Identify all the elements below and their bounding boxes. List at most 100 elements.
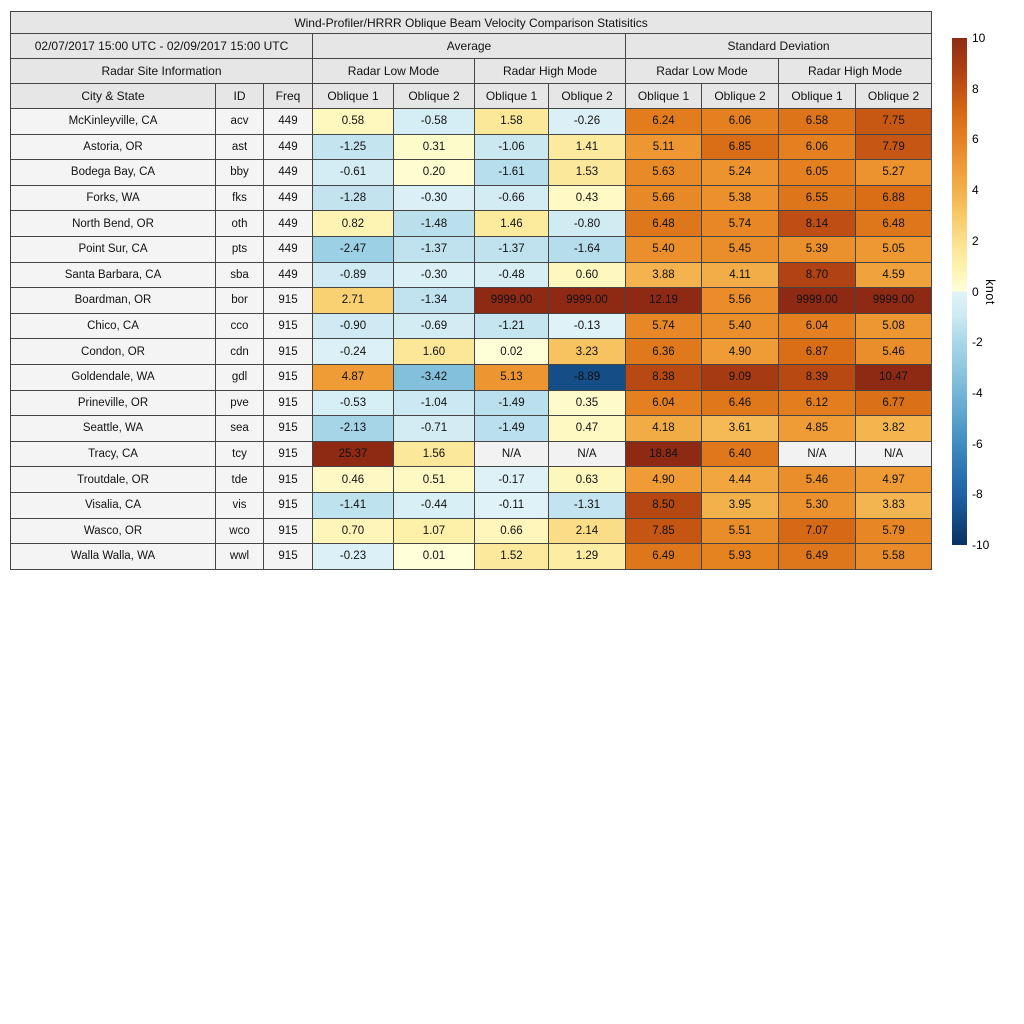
table-row: Seattle, WA sea 915 -2.13 -0.71 -1.49 0.47 4.18… <box>10 415 933 442</box>
value-cell: N/A <box>474 440 549 468</box>
value-cell: 1.46 <box>474 210 549 237</box>
value-cell: 5.38 <box>701 184 779 212</box>
value-cell: 1.52 <box>474 543 549 570</box>
mode-header-std-high: Radar High Mode <box>777 58 933 84</box>
city-cell: Chico, CA <box>10 312 216 340</box>
value-cell: 6.24 <box>625 108 702 135</box>
colorbar-tick-label: 6 <box>972 132 979 147</box>
value-cell: -0.26 <box>548 108 626 135</box>
value-cell: 6.05 <box>778 159 856 186</box>
value-cell: 12.19 <box>625 287 702 314</box>
value-cell: 1.56 <box>393 440 475 468</box>
site-id-cell: ast <box>215 133 264 161</box>
city-cell: Bodega Bay, CA <box>10 159 216 186</box>
value-cell: 1.07 <box>393 517 475 545</box>
value-cell: -0.61 <box>312 159 394 186</box>
table-row: Santa Barbara, CA sba 449 -0.89 -0.30 -0.48 0.… <box>10 261 933 289</box>
column-header: City & State <box>10 83 216 109</box>
value-cell: 9999.00 <box>474 287 549 314</box>
value-cell: 8.38 <box>625 363 702 391</box>
colorbar: 10 8 6 4 2 0 -2 -4 -6 -8 -10 knot <box>952 32 1024 551</box>
value-cell: 6.40 <box>701 440 779 468</box>
site-id-cell: sea <box>215 415 264 442</box>
value-cell: -1.61 <box>474 159 549 186</box>
freq-cell: 915 <box>263 543 313 570</box>
value-cell: 2.14 <box>548 517 626 545</box>
value-cell: -1.21 <box>474 312 549 340</box>
value-cell: -3.42 <box>393 363 475 391</box>
value-cell: 8.50 <box>625 491 702 519</box>
colorbar-tick-label: 2 <box>972 233 979 248</box>
freq-cell: 449 <box>263 108 313 135</box>
site-id-cell: tde <box>215 466 264 493</box>
site-id-cell: oth <box>215 210 264 237</box>
freq-cell: 449 <box>263 210 313 237</box>
site-id-cell: tcy <box>215 440 264 468</box>
value-cell: 5.39 <box>778 235 856 263</box>
value-cell: -1.28 <box>312 184 394 212</box>
value-cell: 1.58 <box>474 108 549 135</box>
table-row: Forks, WA fks 449 -1.28 -0.30 -0.66 0.43 5.66 5.… <box>10 184 933 212</box>
column-header: Oblique 2 <box>854 83 933 109</box>
value-cell: -0.66 <box>474 184 549 212</box>
value-cell: 9999.00 <box>854 287 933 314</box>
freq-cell: 449 <box>263 184 313 212</box>
city-cell: Astoria, OR <box>10 133 216 161</box>
site-id-cell: bby <box>215 159 264 186</box>
value-cell: 5.56 <box>701 287 779 314</box>
value-cell: 2.71 <box>312 287 394 314</box>
value-cell: 6.77 <box>854 389 933 417</box>
column-header: Oblique 2 <box>393 83 475 109</box>
value-cell: 5.74 <box>625 312 702 340</box>
freq-cell: 449 <box>263 133 313 161</box>
value-cell: 3.88 <box>625 261 702 289</box>
city-cell: Troutdale, OR <box>10 466 216 493</box>
colorbar-tick-label: 0 <box>972 284 979 299</box>
value-cell: 5.11 <box>625 133 702 161</box>
value-cell: 5.46 <box>778 466 856 493</box>
value-cell: -1.34 <box>393 287 475 314</box>
table-body: McKinleyville, CA acv 449 0.58 -0.58 1.58 -0.2… <box>10 108 933 570</box>
value-cell: 4.85 <box>778 415 856 442</box>
value-cell: 4.44 <box>701 466 779 493</box>
value-cell: 9.09 <box>701 363 779 391</box>
value-cell: 5.74 <box>701 210 779 237</box>
freq-cell: 915 <box>263 338 313 365</box>
table-row: Astoria, OR ast 449 -1.25 0.31 -1.06 1.41 5.11 6… <box>10 133 933 161</box>
value-cell: 4.87 <box>312 363 394 391</box>
column-header: Oblique 2 <box>548 83 626 109</box>
city-cell: Prineville, OR <box>10 389 216 417</box>
colorbar-tick-label: -2 <box>972 335 983 350</box>
value-cell: 0.43 <box>548 184 626 212</box>
value-cell: 5.93 <box>701 543 779 570</box>
city-cell: McKinleyville, CA <box>10 108 216 135</box>
table-row: Walla Walla, WA wwl 915 -0.23 0.01 1.52 1.29 6.… <box>10 543 933 570</box>
value-cell: 0.63 <box>548 466 626 493</box>
value-cell: 6.04 <box>625 389 702 417</box>
value-cell: 6.12 <box>778 389 856 417</box>
value-cell: -0.48 <box>474 261 549 289</box>
freq-cell: 915 <box>263 440 313 468</box>
value-cell: 5.40 <box>625 235 702 263</box>
value-cell: 4.90 <box>625 466 702 493</box>
value-cell: -0.90 <box>312 312 394 340</box>
value-cell: 5.05 <box>854 235 933 263</box>
value-cell: N/A <box>854 440 933 468</box>
value-cell: 6.49 <box>625 543 702 570</box>
value-cell: 0.02 <box>474 338 549 365</box>
value-cell: 0.60 <box>548 261 626 289</box>
value-cell: -1.25 <box>312 133 394 161</box>
colorbar-tick-label: -10 <box>972 538 990 552</box>
site-id-cell: wwl <box>215 543 264 570</box>
value-cell: 4.18 <box>625 415 702 442</box>
site-id-cell: gdl <box>215 363 264 391</box>
value-cell: 6.55 <box>778 184 856 212</box>
value-cell: 4.97 <box>854 466 933 493</box>
value-cell: 0.58 <box>312 108 394 135</box>
freq-cell: 915 <box>263 415 313 442</box>
value-cell: 7.75 <box>854 108 933 135</box>
value-cell: 5.13 <box>474 363 549 391</box>
table-row: Prineville, OR pve 915 -0.53 -1.04 -1.49 0.35 6… <box>10 389 933 417</box>
value-cell: 0.66 <box>474 517 549 545</box>
city-cell: Walla Walla, WA <box>10 543 216 570</box>
